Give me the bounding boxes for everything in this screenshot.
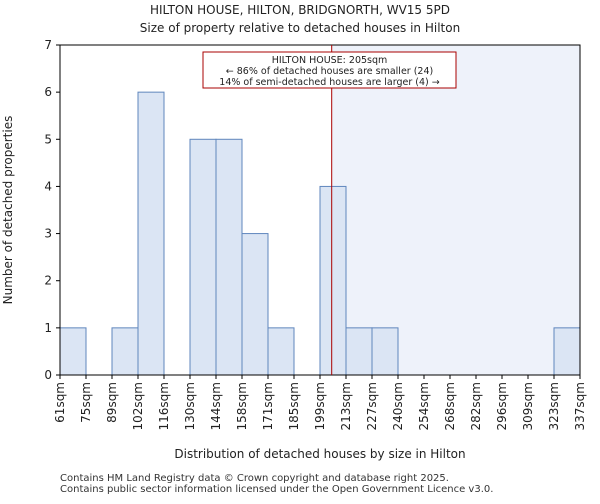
y-tick-label-7: 7 xyxy=(44,38,52,52)
x-tick-label-116sqm: 116sqm xyxy=(157,382,171,430)
bar-227sqm xyxy=(371,327,399,376)
annotation-line-1: HILTON HOUSE: 205sqm xyxy=(272,55,388,66)
y-tick-label-2: 2 xyxy=(44,274,52,288)
annotation-line-2: ← 86% of detached houses are smaller (24… xyxy=(226,66,433,77)
x-tick-label-144sqm: 144sqm xyxy=(209,382,223,430)
y-tick-label-0: 0 xyxy=(44,368,52,382)
bar-199sqm xyxy=(319,185,347,376)
y-tick-label-4: 4 xyxy=(44,179,52,193)
x-tick-label-158sqm: 158sqm xyxy=(235,382,249,430)
bar-144sqm xyxy=(215,138,243,376)
y-tick-label-6: 6 xyxy=(44,85,52,99)
x-tick-label-213sqm: 213sqm xyxy=(339,382,353,430)
bar-89sqm xyxy=(111,327,139,376)
x-tick-label-268sqm: 268sqm xyxy=(443,382,457,430)
y-tick-label-1: 1 xyxy=(44,321,52,335)
bar-102sqm xyxy=(137,91,165,376)
bar-158sqm xyxy=(241,233,269,376)
highlight-region xyxy=(331,45,580,375)
y-axis-label: Number of detached properties xyxy=(1,116,15,305)
chart-title: HILTON HOUSE, HILTON, BRIDGNORTH, WV15 5… xyxy=(150,3,450,17)
bar-130sqm xyxy=(189,138,217,376)
x-tick-label-89sqm: 89sqm xyxy=(105,382,119,423)
x-tick-label-227sqm: 227sqm xyxy=(365,382,379,430)
footer-copyright: Contains HM Land Registry data © Crown c… xyxy=(60,473,449,484)
x-tick-label-102sqm: 102sqm xyxy=(131,382,145,430)
x-tick-label-309sqm: 309sqm xyxy=(521,382,535,430)
x-tick-label-282sqm: 282sqm xyxy=(469,382,483,430)
x-tick-label-199sqm: 199sqm xyxy=(313,382,327,430)
chart-subtitle: Size of property relative to detached ho… xyxy=(140,21,460,35)
y-tick-label-3: 3 xyxy=(44,227,52,241)
x-tick-label-185sqm: 185sqm xyxy=(287,382,301,430)
x-tick-label-61sqm: 61sqm xyxy=(53,382,67,423)
footer-licence: Contains public sector information licen… xyxy=(60,484,494,495)
x-tick-label-254sqm: 254sqm xyxy=(417,382,431,430)
x-tick-label-296sqm: 296sqm xyxy=(495,382,509,430)
bar-323sqm xyxy=(553,327,581,376)
annotation-box xyxy=(202,51,457,89)
bar-61sqm xyxy=(59,327,87,376)
x-axis-label: Distribution of detached houses by size … xyxy=(174,447,465,461)
bar-171sqm xyxy=(267,327,295,376)
annotation-line-3: 14% of semi-detached houses are larger (… xyxy=(219,77,439,88)
x-tick-label-130sqm: 130sqm xyxy=(183,382,197,430)
bar-213sqm xyxy=(345,327,373,376)
x-tick-label-323sqm: 323sqm xyxy=(547,382,561,430)
y-tick-label-5: 5 xyxy=(44,132,52,146)
x-tick-label-75sqm: 75sqm xyxy=(79,382,93,423)
x-tick-label-171sqm: 171sqm xyxy=(261,382,275,430)
x-tick-label-337sqm: 337sqm xyxy=(573,382,587,430)
x-tick-label-240sqm: 240sqm xyxy=(391,382,405,430)
